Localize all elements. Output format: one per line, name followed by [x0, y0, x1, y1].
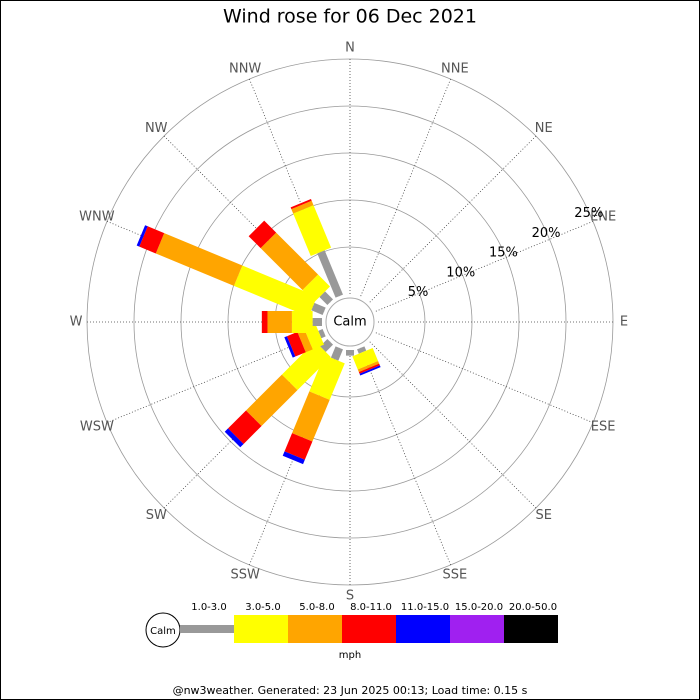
bar-segment [284, 336, 296, 358]
spoke [360, 78, 452, 297]
legend-swatch [396, 615, 450, 643]
grid-ring [133, 105, 567, 539]
legend-label: 20.0-50.0 [509, 602, 557, 613]
bar-segment [312, 318, 322, 326]
direction-label: ESE [591, 419, 616, 434]
bar-segment [309, 354, 345, 400]
direction-label: E [620, 315, 628, 330]
direction-label: NNE [441, 61, 469, 76]
bar-segment [228, 410, 262, 444]
legend-swatch [342, 615, 396, 643]
bar-segment [291, 311, 313, 333]
bar-segment [284, 433, 313, 460]
direction-label: NW [145, 121, 168, 136]
direction-label: SW [146, 508, 167, 523]
legend-label: 8.0-11.0 [350, 602, 392, 613]
bar-segment [357, 346, 367, 354]
bar-segment [136, 225, 148, 247]
bar-segment [297, 329, 313, 353]
spoke [360, 347, 452, 566]
r-tick-label: 25% [574, 206, 603, 221]
legend-label: 5.0-8.0 [299, 602, 334, 613]
legend-label: 15.0-20.0 [455, 602, 503, 613]
bar-segment [319, 291, 334, 306]
bar-segment [224, 428, 244, 448]
direction-label: NE [535, 121, 553, 136]
direction-label: SSE [442, 568, 467, 583]
bar-segment [155, 233, 243, 286]
bar-segment [311, 302, 326, 315]
spoke [369, 135, 537, 303]
r-tick-label: 5% [408, 285, 429, 300]
bar-segment [359, 365, 381, 376]
bar-segment [260, 232, 319, 291]
bar-segment [352, 348, 379, 370]
legend-label: 3.0-5.0 [245, 602, 280, 613]
bar-segment [245, 374, 298, 427]
bar-segment [139, 226, 165, 254]
plot: N NNE NE ENE E ESE SE SSE S SSW SW WSW W WNW NW NNW 5% 10… [70, 41, 629, 604]
spoke [375, 332, 594, 424]
bar-segment [357, 361, 380, 373]
direction-label: WSW [80, 419, 114, 434]
bar-segment [318, 329, 326, 339]
direction-label: N [345, 41, 355, 56]
chart-title: Wind rose for 06 Dec 2021 [223, 6, 477, 28]
legend-unit: mph [339, 650, 361, 661]
spoke [375, 220, 594, 312]
bar-segment [286, 331, 306, 357]
bar-segment [292, 391, 330, 442]
legend-calm-label: Calm [150, 626, 176, 637]
bar-segment [293, 205, 332, 257]
legend-swatch [450, 615, 504, 643]
direction-label: SSW [230, 568, 260, 583]
bar-segment [282, 451, 305, 465]
legend-swatch [180, 625, 234, 633]
spoke [369, 341, 537, 509]
bar-segment [290, 198, 312, 210]
direction-label: W [70, 315, 83, 330]
bar-segment [248, 220, 277, 249]
bar-segment [317, 250, 343, 298]
r-tick-label: 10% [446, 265, 475, 280]
bar-segment [320, 338, 334, 352]
direction-label: WNW [79, 210, 115, 225]
r-tick-label: 15% [489, 246, 518, 261]
legend-swatch [234, 615, 288, 643]
bar-segment [346, 350, 354, 356]
spoke [106, 332, 325, 424]
calm-circle [325, 297, 375, 347]
bar-segment [233, 265, 318, 317]
legend-swatch [504, 615, 558, 643]
r-tick-label: 20% [532, 226, 561, 241]
legend-swatch [288, 615, 342, 643]
direction-label: S [346, 589, 354, 604]
legend-label: 1.0-3.0 [191, 602, 226, 613]
direction-label: ENE [590, 210, 616, 225]
bar-segment [302, 274, 331, 303]
footer: @nw3weather. Generated: 23 Jun 2025 00:1… [173, 684, 528, 697]
legend-label: 11.0-15.0 [401, 602, 449, 613]
bar-segment [358, 363, 380, 374]
direction-label: NNW [229, 61, 261, 76]
bar-segment [330, 346, 343, 361]
direction-label: SE [536, 508, 552, 523]
bar-segment [261, 311, 268, 333]
legend: Calm 1.0-3.0 3.0-5.0 5.0-8.0 8.0-11.0 11.0-15… [145, 602, 558, 661]
bar-segment [267, 311, 292, 333]
bar-segment [281, 341, 331, 391]
calm-label: Calm [333, 315, 366, 330]
bar-segment [291, 200, 314, 214]
